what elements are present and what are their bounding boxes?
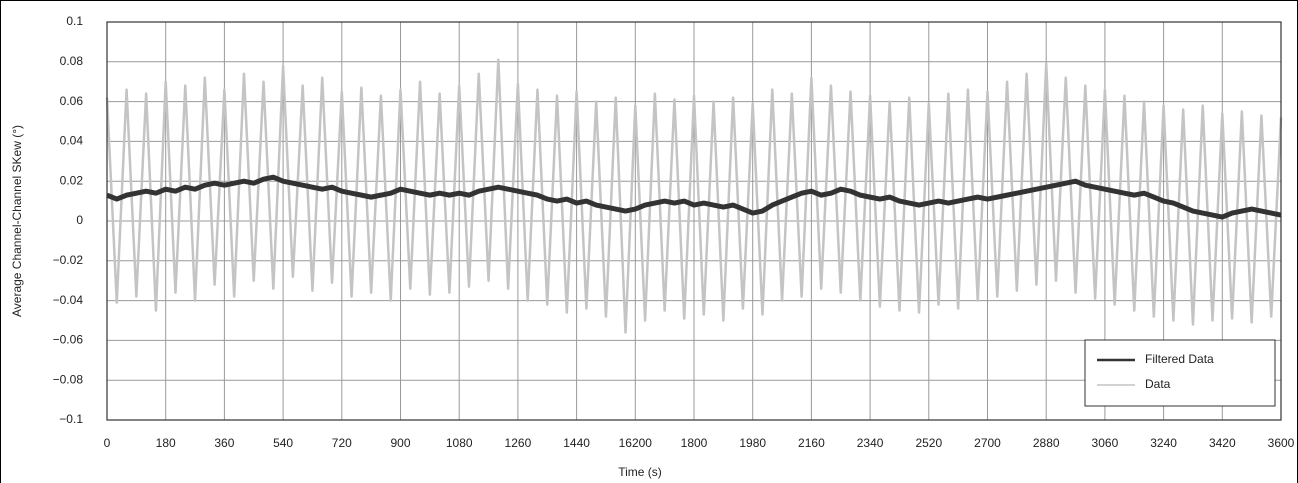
y-tick-label: 0 [76,213,83,227]
y-tick-label: 0.02 [60,173,84,187]
x-tick-label: 0 [104,436,111,450]
x-tick-label: 1080 [446,436,473,450]
series-line [105,58,1283,334]
legend-label: Filtered Data [1145,352,1214,366]
x-tick-label: 2340 [857,436,884,450]
y-tick-label: −0.08 [53,372,84,386]
y-tick-label: 0.06 [60,94,84,108]
legend-label: Data [1145,377,1171,391]
x-tick-label: 2520 [915,436,942,450]
x-axis-label: Time (s) [618,465,662,479]
y-tick-label: 0.08 [60,54,84,68]
x-tick-label: 180 [156,436,176,450]
x-tick-label: 1800 [681,436,708,450]
x-tick-label: 720 [332,436,352,450]
x-tick-label: 2160 [798,436,825,450]
x-tick-label: 3060 [1092,436,1119,450]
y-tick-label: −0.02 [53,253,84,267]
x-tick-label: 360 [214,436,234,450]
x-tick-label: 3420 [1209,436,1236,450]
x-tick-label: 1440 [563,436,590,450]
y-tick-label: 0.04 [60,134,84,148]
x-tick-label: 1980 [739,436,766,450]
y-tick-label: −0.06 [53,333,84,347]
x-tick-label: 3600 [1268,436,1295,450]
series-line [106,174,1282,220]
x-tick-label: 2700 [974,436,1001,450]
y-axis-label: Average Channel-Channel SKew (°) [10,125,24,317]
x-tick-label: 900 [390,436,410,450]
plot-border [106,21,1282,421]
x-tick-label: 1260 [505,436,532,450]
x-tick-label: 540 [273,436,293,450]
y-tick-label: 0.1 [66,14,83,28]
x-tick-label: 16200 [619,436,653,450]
x-tick-label: 3240 [1150,436,1177,450]
x-tick-label: 2880 [1033,436,1060,450]
y-tick-label: −0.1 [59,412,83,426]
y-tick-label: −0.04 [53,293,84,307]
legend-box [1084,339,1276,407]
